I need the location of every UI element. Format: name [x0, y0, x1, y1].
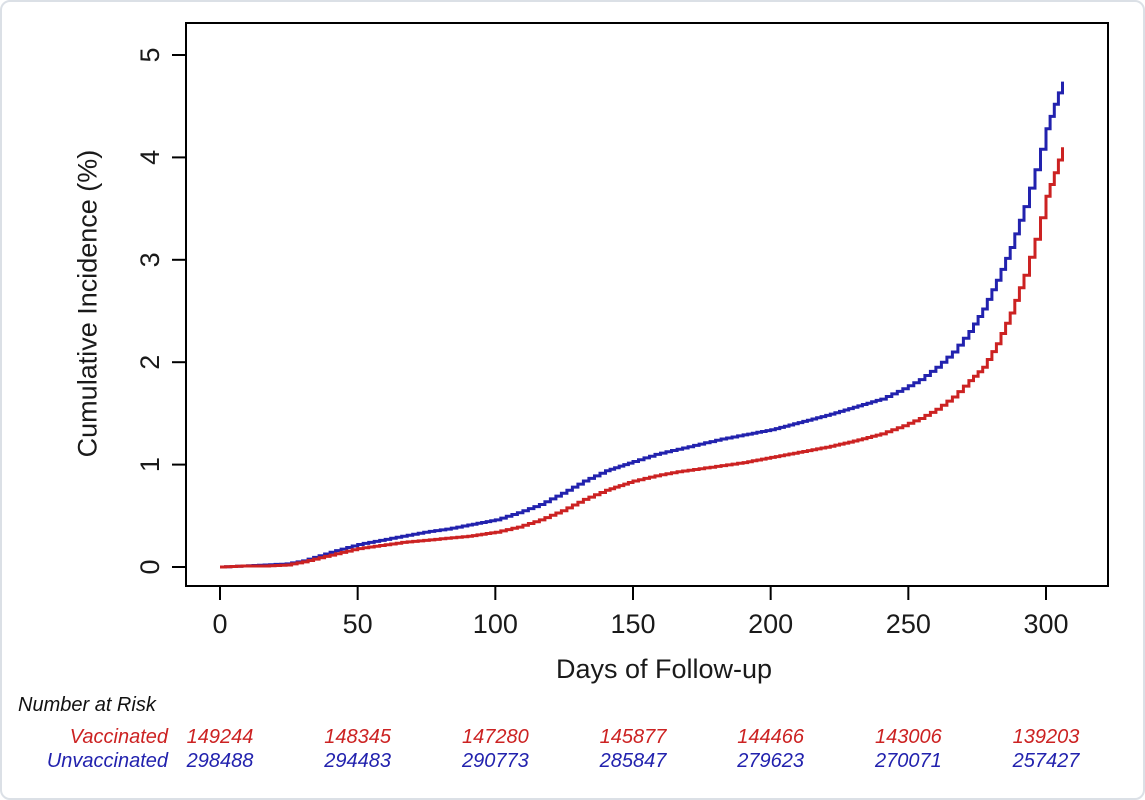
risk-row-label-vaccinated: Vaccinated — [69, 726, 168, 748]
x-tick-label: 150 — [610, 609, 655, 639]
x-tick-label: 100 — [473, 609, 518, 639]
risk-count: 294483 — [324, 750, 392, 772]
risk-count: 285847 — [599, 750, 667, 772]
risk-count: 147280 — [461, 726, 529, 748]
risk-count: 279623 — [737, 750, 805, 772]
y-tick-label: 1 — [135, 457, 165, 472]
y-axis-title: Cumulative Incidence (%) — [72, 149, 103, 458]
risk-count: 270071 — [874, 750, 942, 772]
risk-count: 290773 — [461, 750, 529, 772]
risk-count: 139203 — [1012, 726, 1080, 748]
y-tick-label: 2 — [135, 355, 165, 370]
x-tick-label: 300 — [1023, 609, 1068, 639]
risk-count: 298488 — [186, 750, 254, 772]
y-tick-label: 4 — [135, 150, 165, 165]
x-tick-label: 250 — [886, 609, 931, 639]
x-axis-title: Days of Follow-up — [555, 654, 773, 684]
risk-count: 149244 — [186, 726, 254, 748]
risk-table-heading: Number at Risk — [18, 694, 156, 716]
risk-count: 143006 — [874, 726, 942, 748]
x-tick-label: 50 — [343, 609, 373, 639]
curve-vaccinated — [220, 147, 1064, 569]
risk-row-label-unvaccinated: Unvaccinated — [46, 750, 168, 772]
risk-count: 148345 — [324, 726, 392, 748]
risk-count: 145877 — [599, 726, 667, 748]
risk-count: 144466 — [737, 726, 805, 748]
risk-count: 257427 — [1012, 750, 1080, 772]
plot-frame — [185, 22, 1109, 587]
x-tick-label: 0 — [212, 609, 227, 639]
y-tick-label: 3 — [135, 252, 165, 267]
y-tick-label: 0 — [135, 559, 165, 574]
curve-unvaccinated — [220, 81, 1064, 569]
x-tick-label: 200 — [748, 609, 793, 639]
y-tick-label: 5 — [135, 47, 165, 62]
